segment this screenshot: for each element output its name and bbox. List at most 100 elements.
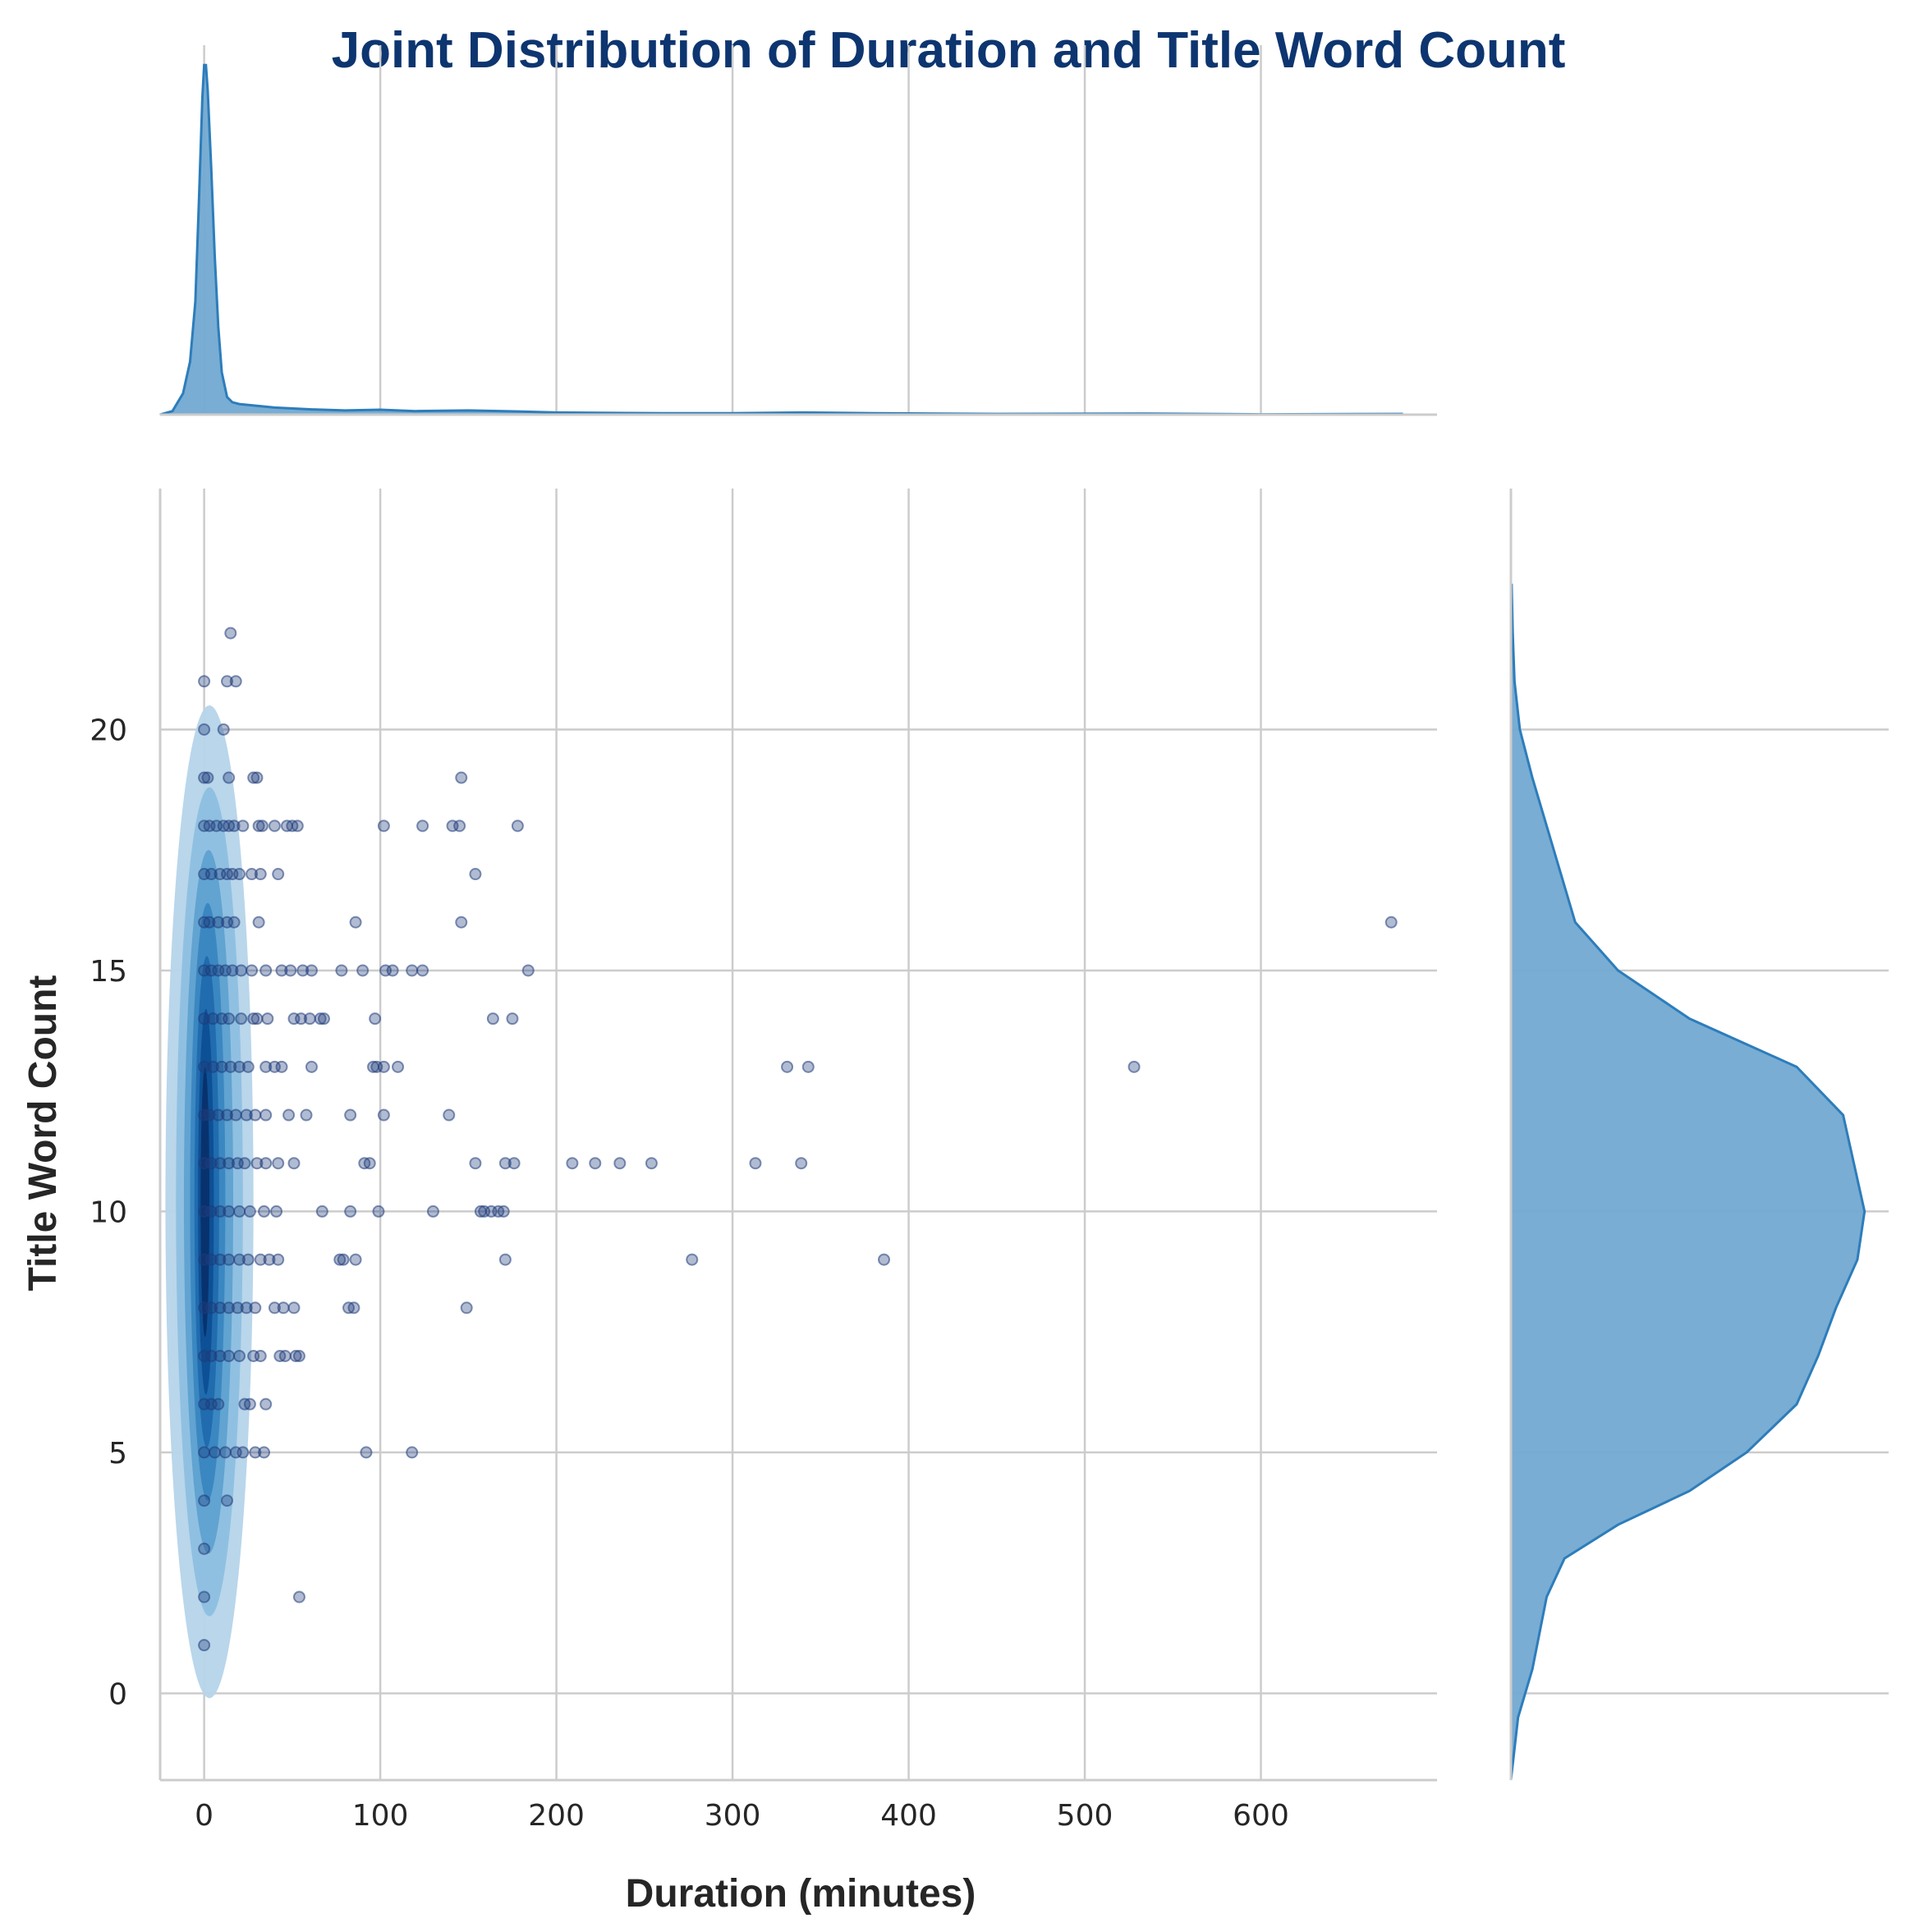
scatter-point bbox=[234, 1206, 245, 1217]
scatter-point bbox=[428, 1206, 438, 1217]
scatter-point bbox=[209, 1447, 220, 1457]
x-tick-label: 200 bbox=[528, 1799, 585, 1833]
scatter-point bbox=[461, 1302, 472, 1313]
scatter-point bbox=[567, 1158, 577, 1168]
scatter-point bbox=[199, 724, 209, 735]
scatter-point bbox=[365, 1158, 375, 1168]
scatter-point bbox=[199, 1640, 209, 1650]
x-tick-label: 600 bbox=[1233, 1799, 1289, 1833]
scatter-point bbox=[255, 869, 266, 879]
scatter-point bbox=[199, 676, 209, 686]
scatter-point bbox=[289, 1158, 300, 1168]
scatter-point bbox=[273, 869, 283, 879]
scatter-point bbox=[319, 1013, 329, 1024]
scatter-point bbox=[393, 1062, 403, 1072]
scatter-point bbox=[199, 1591, 209, 1602]
scatter-point bbox=[357, 965, 368, 975]
scatter-point bbox=[590, 1158, 600, 1168]
scatter-point bbox=[406, 965, 417, 975]
scatter-point bbox=[614, 1158, 625, 1168]
scatter-point bbox=[254, 917, 264, 928]
scatter-point bbox=[782, 1062, 792, 1072]
scatter-point bbox=[454, 820, 465, 831]
scatter-point bbox=[379, 820, 389, 831]
scatter-point bbox=[283, 1110, 294, 1121]
y-tick-label: 5 bbox=[108, 1437, 127, 1471]
scatter-point bbox=[222, 1495, 232, 1506]
scatter-point bbox=[246, 965, 257, 975]
scatter-point bbox=[245, 1206, 255, 1217]
scatter-point bbox=[338, 1255, 349, 1265]
scatter-point bbox=[250, 1302, 260, 1313]
scatter-point bbox=[1129, 1062, 1140, 1072]
scatter-point bbox=[237, 1447, 248, 1457]
scatter-point bbox=[470, 869, 480, 879]
scatter-point bbox=[260, 965, 271, 975]
chart-title: Joint Distribution of Duration and Title… bbox=[332, 22, 1566, 79]
scatter-point bbox=[278, 1302, 289, 1313]
scatter-point bbox=[301, 1110, 312, 1121]
scatter-point bbox=[373, 1206, 383, 1217]
scatter-point bbox=[803, 1062, 814, 1072]
scatter-point bbox=[273, 1158, 283, 1168]
scatter-point bbox=[306, 965, 317, 975]
scatter-point bbox=[305, 1013, 315, 1024]
scatter-point bbox=[523, 965, 534, 975]
marginal-y-density bbox=[1511, 585, 1865, 1780]
scatter-point bbox=[234, 1351, 245, 1361]
scatter-point bbox=[260, 1158, 271, 1168]
scatter-point bbox=[317, 1206, 328, 1217]
main-plot-panel: 0 100 200 300 400 500 60005101520 bbox=[90, 489, 1437, 1833]
scatter-point bbox=[379, 1062, 389, 1072]
scatter-point bbox=[488, 1013, 498, 1024]
scatter-point bbox=[251, 773, 262, 783]
scatter-point bbox=[202, 773, 213, 783]
scatter-point bbox=[306, 1062, 317, 1072]
scatter-point bbox=[236, 965, 246, 975]
scatter-point bbox=[218, 724, 229, 735]
scatter-point bbox=[280, 1351, 291, 1361]
scatter-point bbox=[269, 820, 280, 831]
scatter-point bbox=[237, 820, 248, 831]
y-tick-label: 10 bbox=[90, 1195, 127, 1229]
scatter-point bbox=[251, 1013, 262, 1024]
scatter-point bbox=[417, 965, 428, 975]
scatter-point bbox=[273, 1255, 283, 1265]
x-tick-label: 300 bbox=[705, 1799, 761, 1833]
scatter-point bbox=[223, 1206, 234, 1217]
scatter-point bbox=[796, 1158, 806, 1168]
y-tick-label: 0 bbox=[108, 1677, 127, 1711]
scatter-point bbox=[234, 869, 245, 879]
scatter-point bbox=[351, 1255, 361, 1265]
scatter-point bbox=[225, 628, 236, 639]
scatter-point bbox=[199, 1447, 209, 1457]
scatter-point bbox=[245, 1399, 255, 1410]
scatter-point bbox=[262, 1013, 273, 1024]
x-tick-label: 400 bbox=[880, 1799, 937, 1833]
x-tick-label: 0 bbox=[195, 1799, 213, 1833]
scatter-point bbox=[223, 1351, 234, 1361]
kde-contour-level bbox=[200, 1067, 209, 1337]
scatter-point bbox=[1386, 917, 1397, 928]
scatter-point bbox=[229, 917, 240, 928]
scatter-point bbox=[276, 1062, 287, 1072]
scatter-point bbox=[345, 1110, 356, 1121]
scatter-point bbox=[292, 820, 303, 831]
scatter-point bbox=[686, 1255, 697, 1265]
marginal-x-density bbox=[160, 65, 1402, 415]
scatter-point bbox=[199, 1544, 209, 1554]
scatter-point bbox=[259, 1206, 269, 1217]
scatter-point bbox=[255, 1351, 266, 1361]
scatter-point bbox=[239, 1158, 250, 1168]
scatter-point bbox=[470, 1158, 480, 1168]
scatter-point bbox=[370, 1013, 380, 1024]
scatter-point bbox=[271, 1206, 282, 1217]
scatter-point bbox=[213, 1399, 223, 1410]
scatter-point bbox=[456, 917, 466, 928]
scatter-point bbox=[500, 1255, 511, 1265]
scatter-point bbox=[345, 1206, 356, 1217]
y-tick-label: 15 bbox=[90, 955, 127, 989]
scatter-point bbox=[250, 1110, 260, 1121]
scatter-point bbox=[351, 917, 361, 928]
